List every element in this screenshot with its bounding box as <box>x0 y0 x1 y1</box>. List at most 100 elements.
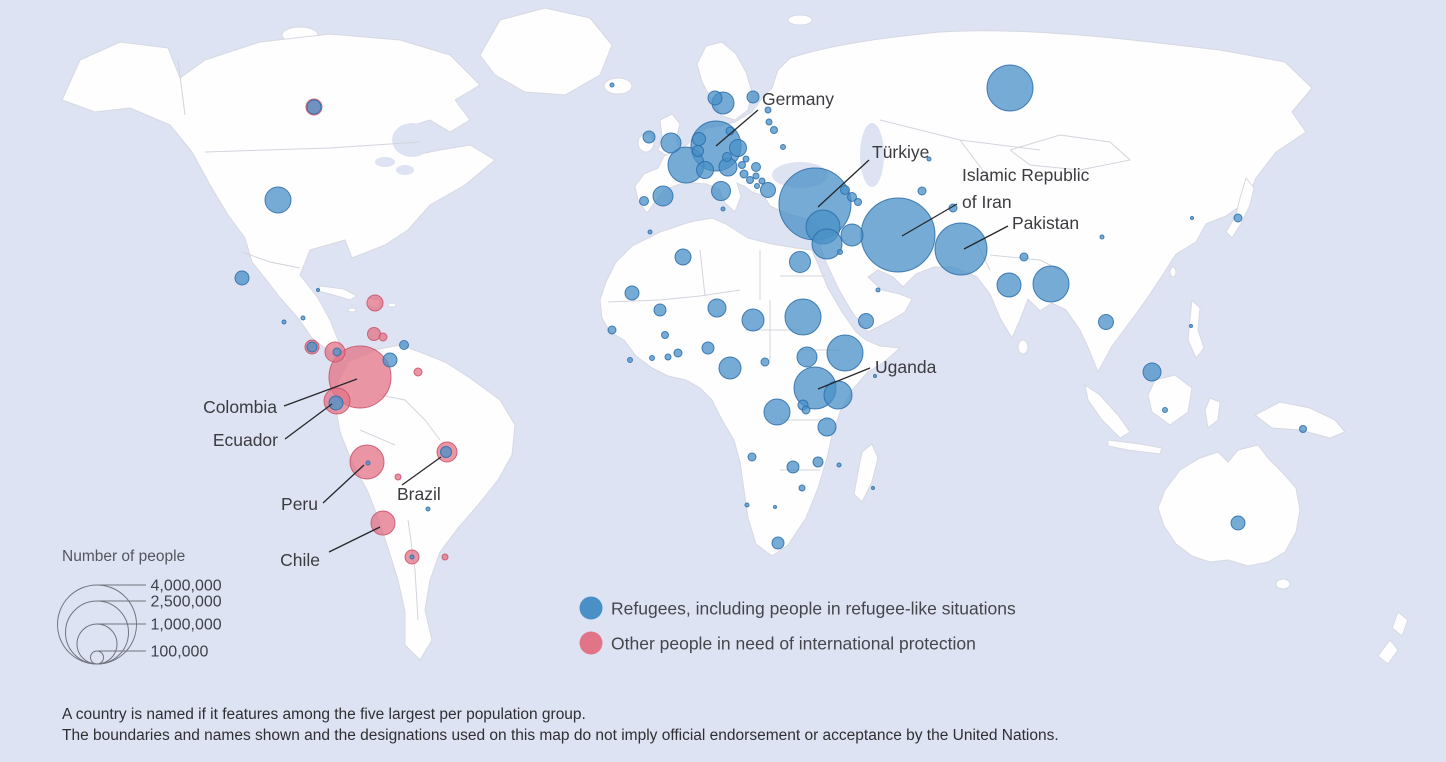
bubble-refugees[interactable] <box>440 446 452 458</box>
bubble-refugees[interactable] <box>399 340 409 350</box>
bubble-refugees[interactable] <box>607 325 617 335</box>
bubble-refugees[interactable] <box>752 172 760 180</box>
bubble-refugees[interactable] <box>639 196 649 206</box>
bubble-refugees[interactable] <box>316 288 320 292</box>
bubble-refugees[interactable] <box>746 90 760 104</box>
bubble-refugees[interactable] <box>811 228 843 260</box>
bubble-refugees[interactable] <box>1190 216 1194 220</box>
bubble-refugees[interactable] <box>664 353 672 361</box>
bubble-refugees[interactable] <box>1098 314 1114 330</box>
bubble-refugees[interactable] <box>652 185 674 207</box>
bubble-refugees[interactable] <box>234 270 250 286</box>
bubble-refugees[interactable] <box>649 355 655 361</box>
bubble-refugees[interactable] <box>826 334 864 372</box>
bubble-refugees[interactable] <box>871 486 875 490</box>
bubble-oinp[interactable] <box>366 294 384 312</box>
bubble-refugees[interactable] <box>858 313 874 329</box>
bubble-refugees[interactable] <box>760 357 770 367</box>
bubble-refugees[interactable] <box>739 169 749 179</box>
bubble-refugees[interactable] <box>801 405 811 415</box>
bubble-refugees[interactable] <box>847 192 857 202</box>
bubble-refugees[interactable] <box>747 452 757 462</box>
bubble-refugees[interactable] <box>765 118 773 126</box>
bubble-refugees[interactable] <box>784 298 822 336</box>
bubble-refugees[interactable] <box>661 331 669 339</box>
bubble-refugees[interactable] <box>642 130 656 144</box>
bubble-refugees[interactable] <box>760 182 776 198</box>
bubble-refugees[interactable] <box>751 162 761 172</box>
bubble-refugees[interactable] <box>382 352 398 368</box>
bubble-refugees[interactable] <box>1142 362 1162 382</box>
bubble-refugees[interactable] <box>738 161 746 169</box>
bubble-refugees[interactable] <box>854 198 862 206</box>
bubble-refugees[interactable] <box>692 145 704 157</box>
bubble-oinp[interactable] <box>441 553 449 561</box>
bubble-oinp[interactable] <box>378 332 388 342</box>
bubble-refugees[interactable] <box>653 303 667 317</box>
bubble-refugees[interactable] <box>281 319 287 325</box>
bubble-refugees[interactable] <box>758 177 766 185</box>
bubble-refugees[interactable] <box>789 251 811 273</box>
bubble-refugees[interactable] <box>771 536 785 550</box>
bubble-refugees[interactable] <box>873 374 877 378</box>
bubble-refugees[interactable] <box>707 90 723 106</box>
bubble-refugees[interactable] <box>934 222 988 276</box>
bubble-refugees[interactable] <box>660 132 682 154</box>
bubble-refugees[interactable] <box>707 298 727 318</box>
bubble-refugees[interactable] <box>306 341 318 353</box>
bubble-refugees[interactable] <box>729 139 747 157</box>
bubble-refugees[interactable] <box>627 357 633 363</box>
bubble-refugees[interactable] <box>1189 324 1193 328</box>
bubble-oinp[interactable] <box>413 367 423 377</box>
bubble-refugees[interactable] <box>840 185 850 195</box>
bubble-refugees[interactable] <box>837 249 843 255</box>
bubble-refugees[interactable] <box>722 152 732 162</box>
bubble-refugees[interactable] <box>742 155 750 163</box>
bubble-refugees[interactable] <box>875 287 881 293</box>
bubble-refugees[interactable] <box>1162 407 1168 413</box>
bubble-refugees[interactable] <box>332 347 342 357</box>
bubble-refugees[interactable] <box>1299 425 1307 433</box>
bubble-refugees[interactable] <box>409 554 415 560</box>
bubble-oinp[interactable] <box>370 510 396 536</box>
bubble-refugees[interactable] <box>817 417 837 437</box>
bubble-refugees[interactable] <box>763 398 791 426</box>
bubble-refugees[interactable] <box>741 308 765 332</box>
bubble-refugees[interactable] <box>624 285 640 301</box>
bubble-refugees[interactable] <box>926 156 932 162</box>
bubble-refugees[interactable] <box>1233 213 1243 223</box>
bubble-refugees[interactable] <box>986 64 1034 112</box>
bubble-refugees[interactable] <box>701 341 715 355</box>
bubble-refugees[interactable] <box>674 248 692 266</box>
bubble-refugees[interactable] <box>860 197 936 273</box>
bubble-refugees[interactable] <box>692 132 706 146</box>
bubble-refugees[interactable] <box>840 223 864 247</box>
bubble-refugees[interactable] <box>1099 234 1105 240</box>
bubble-refugees[interactable] <box>996 272 1022 298</box>
bubble-refugees[interactable] <box>1230 515 1246 531</box>
bubble-refugees[interactable] <box>609 82 615 88</box>
bubble-refugees[interactable] <box>425 506 431 512</box>
bubble-refugees[interactable] <box>365 460 371 466</box>
bubble-refugees[interactable] <box>718 356 742 380</box>
bubble-refugees[interactable] <box>264 186 292 214</box>
bubble-refugees[interactable] <box>1032 265 1070 303</box>
bubble-refugees[interactable] <box>770 126 778 134</box>
bubble-refugees[interactable] <box>673 348 683 358</box>
bubble-refugees[interactable] <box>720 206 726 212</box>
bubble-refugees[interactable] <box>786 460 800 474</box>
bubble-refugees[interactable] <box>836 462 842 468</box>
bubble-refugees[interactable] <box>1019 252 1029 262</box>
bubble-refugees[interactable] <box>764 106 772 114</box>
bubble-refugees[interactable] <box>746 176 754 184</box>
bubble-refugees[interactable] <box>780 144 786 150</box>
bubble-refugees[interactable] <box>711 181 731 201</box>
bubble-refugees[interactable] <box>306 99 322 115</box>
bubble-refugees[interactable] <box>647 229 653 235</box>
bubble-oinp[interactable] <box>367 327 381 341</box>
bubble-refugees[interactable] <box>744 502 750 508</box>
bubble-refugees[interactable] <box>917 186 927 196</box>
bubble-refugees[interactable] <box>812 456 824 468</box>
bubble-refugees[interactable] <box>696 161 714 179</box>
bubble-refugees[interactable] <box>798 484 806 492</box>
